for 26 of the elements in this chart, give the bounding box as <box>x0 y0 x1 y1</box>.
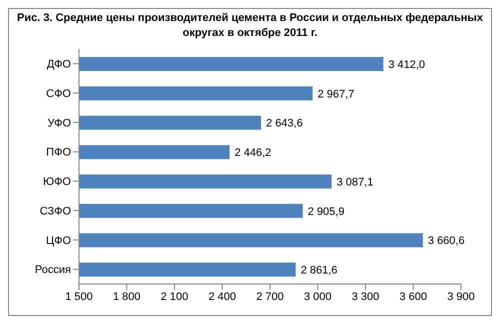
y-tick-label: ДФО <box>46 58 72 71</box>
x-tick-label: 3 900 <box>447 290 475 303</box>
x-tick-label: 2 100 <box>160 290 188 303</box>
data-label: 2 643,6 <box>266 118 303 130</box>
data-label: 3 412,0 <box>388 58 426 71</box>
x-tick-label: 1 800 <box>112 290 141 303</box>
y-tick-label: ЦФО <box>46 234 72 247</box>
y-tick-label: ЮФО <box>42 176 72 188</box>
y-tick-label: УФО <box>47 117 72 130</box>
data-label: 2 861,6 <box>300 264 338 277</box>
x-tick-label: 2 700 <box>256 290 284 303</box>
y-tick-label: Россия <box>34 264 72 276</box>
x-tick-label: 1 500 <box>65 290 93 303</box>
x-tick-label: 2 400 <box>208 290 236 303</box>
data-label: 2 905,9 <box>308 206 344 218</box>
data-label: 3 660,6 <box>428 235 465 248</box>
x-tick-label: 3 300 <box>352 290 380 303</box>
chart-title: Рис. 3. Средние цены производителей цемента в России и отдельных федеральных округах в октябре 2011 г. <box>16 11 484 41</box>
y-tick-label: СФО <box>46 88 72 100</box>
data-label: 3 087,1 <box>336 176 374 188</box>
data-label: 2 446,2 <box>234 147 272 160</box>
y-tick-label: СЗФО <box>40 205 72 218</box>
data-label: 2 967,7 <box>318 88 354 100</box>
y-tick-label: ПФО <box>46 146 72 159</box>
x-tick-label: 3 600 <box>399 290 428 303</box>
x-tick-label: 3 000 <box>304 290 332 303</box>
